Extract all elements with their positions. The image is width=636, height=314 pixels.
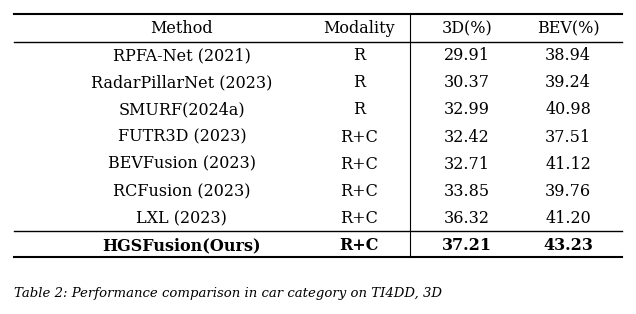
Text: 33.85: 33.85 xyxy=(444,183,490,200)
Text: 36.32: 36.32 xyxy=(444,210,490,227)
Text: R: R xyxy=(353,74,365,91)
Text: FUTR3D (2023): FUTR3D (2023) xyxy=(118,129,246,146)
Text: 29.91: 29.91 xyxy=(444,47,490,64)
Text: Modality: Modality xyxy=(323,20,395,37)
Text: 39.76: 39.76 xyxy=(545,183,591,200)
Text: R+C: R+C xyxy=(340,156,378,173)
Text: 41.12: 41.12 xyxy=(545,156,591,173)
Text: 3D(%): 3D(%) xyxy=(441,20,492,37)
Text: R+C: R+C xyxy=(340,210,378,227)
Text: Method: Method xyxy=(151,20,213,37)
Text: SMURF(2024a): SMURF(2024a) xyxy=(118,101,245,118)
Text: RPFA-Net (2021): RPFA-Net (2021) xyxy=(113,47,251,64)
Text: 37.21: 37.21 xyxy=(442,237,492,254)
Text: BEVFusion (2023): BEVFusion (2023) xyxy=(108,156,256,173)
Text: 32.71: 32.71 xyxy=(444,156,490,173)
Text: 39.24: 39.24 xyxy=(545,74,591,91)
Text: R+C: R+C xyxy=(340,129,378,146)
Text: 43.23: 43.23 xyxy=(543,237,593,254)
Text: RadarPillarNet (2023): RadarPillarNet (2023) xyxy=(91,74,273,91)
Text: 40.98: 40.98 xyxy=(545,101,591,118)
Text: 37.51: 37.51 xyxy=(545,129,591,146)
Text: BEV(%): BEV(%) xyxy=(537,20,600,37)
Text: R+C: R+C xyxy=(340,237,379,254)
Text: 32.99: 32.99 xyxy=(444,101,490,118)
Text: RCFusion (2023): RCFusion (2023) xyxy=(113,183,251,200)
Text: 41.20: 41.20 xyxy=(545,210,591,227)
Text: R: R xyxy=(353,47,365,64)
Text: Table 2: Performance comparison in car category on TI4DD, 3D: Table 2: Performance comparison in car c… xyxy=(14,287,442,300)
Text: LXL (2023): LXL (2023) xyxy=(136,210,227,227)
Text: R+C: R+C xyxy=(340,183,378,200)
Text: 30.37: 30.37 xyxy=(444,74,490,91)
Text: R: R xyxy=(353,101,365,118)
Text: 32.42: 32.42 xyxy=(444,129,490,146)
Text: 38.94: 38.94 xyxy=(545,47,591,64)
Text: HGSFusion(Ours): HGSFusion(Ours) xyxy=(102,237,261,254)
